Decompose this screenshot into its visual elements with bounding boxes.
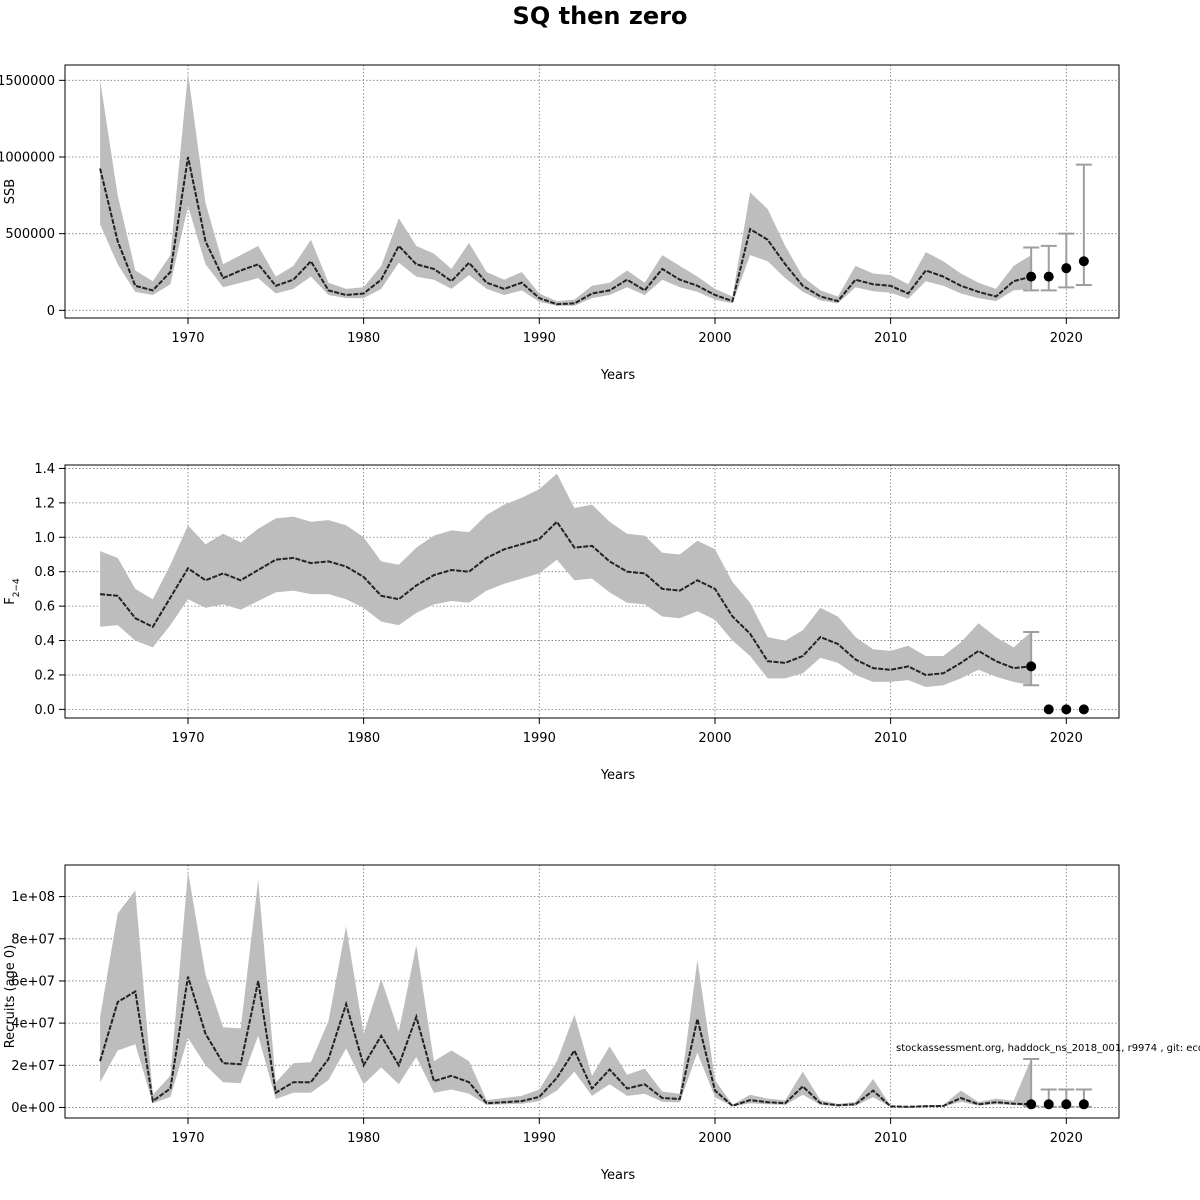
projection-point (1061, 704, 1072, 715)
x-tick-label: 2020 (1050, 731, 1083, 746)
projection-point (1043, 1099, 1054, 1110)
y-tick-label: 1000000 (0, 151, 55, 166)
y-tick-label: 0.6 (34, 600, 55, 615)
y-tick-label: 6e+07 (11, 974, 55, 989)
x-tick-label: 2000 (698, 731, 731, 746)
y-tick-label: 1.2 (34, 496, 55, 511)
y-axis-label-subscript: 2−4 (12, 578, 22, 597)
footnote: stockassessment.org, haddock_ns_2018_001… (896, 1043, 1200, 1054)
y-tick-label: 1500000 (0, 74, 55, 89)
x-axis-label: Years (600, 1168, 636, 1183)
y-tick-label: 0e+00 (11, 1101, 55, 1116)
page-title: SQ then zero (512, 2, 688, 30)
x-tick-label: 1980 (347, 1131, 380, 1146)
y-axis-label: Recruits (age 0) (3, 945, 18, 1049)
confidence-band (100, 871, 1032, 1108)
x-tick-label: 1990 (523, 731, 556, 746)
y-axis-label: F2−4 (3, 578, 22, 605)
y-axis-label: SSB (3, 179, 18, 204)
panel-1: 1970 1980 1990 2000 2010 2020 0 500000 1000000 15… (0, 64, 1120, 383)
x-tick-label: 2020 (1050, 331, 1083, 346)
x-tick-label: 1970 (171, 731, 204, 746)
x-tick-label: 1990 (523, 331, 556, 346)
x-axis-label: Years (600, 768, 636, 783)
projection-point (1061, 1099, 1072, 1110)
projection-point (1061, 263, 1072, 274)
x-tick-label: 1990 (523, 1131, 556, 1146)
y-tick-label: 8e+07 (11, 932, 55, 947)
x-tick-label: 2010 (874, 731, 907, 746)
x-tick-label: 1970 (171, 331, 204, 346)
projection-point (1026, 661, 1037, 672)
projection-point (1078, 704, 1089, 715)
plot-frame (64, 64, 1120, 319)
x-tick-label: 2000 (698, 1131, 731, 1146)
y-tick-label: 500000 (5, 227, 55, 242)
estimate-line (100, 520, 1032, 677)
plot-frame (64, 864, 1120, 1119)
estimate-line (99, 976, 1032, 1108)
x-tick-label: 2010 (874, 1131, 907, 1146)
y-tick-label: 1e+08 (11, 890, 55, 905)
x-tick-label: 2000 (698, 331, 731, 346)
x-tick-label: 1970 (171, 1131, 204, 1146)
x-tick-label: 1980 (347, 331, 380, 346)
projection-point (1043, 704, 1054, 715)
projection-point (1026, 1099, 1037, 1110)
confidence-band (100, 72, 1032, 306)
panel-2: 1970 1980 1990 2000 2010 2020 0.0 0.2 0.4 0.6 0.8 1… (3, 462, 1120, 783)
estimate-line (99, 156, 1032, 306)
x-tick-label: 2010 (874, 331, 907, 346)
y-tick-label: 0.8 (34, 565, 55, 580)
y-tick-label: 0.0 (34, 703, 55, 718)
y-tick-label: 1.0 (34, 531, 55, 546)
projection-point (1078, 256, 1089, 267)
y-tick-label: 0 (47, 304, 55, 319)
projection-point (1043, 271, 1054, 282)
projection-point (1078, 1099, 1089, 1110)
projection-point (1026, 271, 1037, 282)
plot-frame (64, 464, 1120, 719)
y-tick-label: 2e+07 (11, 1059, 55, 1074)
panel-3: 1970 1980 1990 2000 2010 2020 0e+00 2e+07 4e+07 6… (3, 864, 1120, 1183)
y-tick-label: 0.4 (34, 634, 55, 649)
y-tick-label: 0.2 (34, 668, 55, 683)
x-axis-label: Years (600, 368, 636, 383)
x-tick-label: 2020 (1050, 1131, 1083, 1146)
y-tick-label: 1.4 (34, 462, 55, 477)
y-tick-label: 4e+07 (11, 1017, 55, 1032)
x-tick-label: 1980 (347, 731, 380, 746)
confidence-band (100, 473, 1032, 687)
